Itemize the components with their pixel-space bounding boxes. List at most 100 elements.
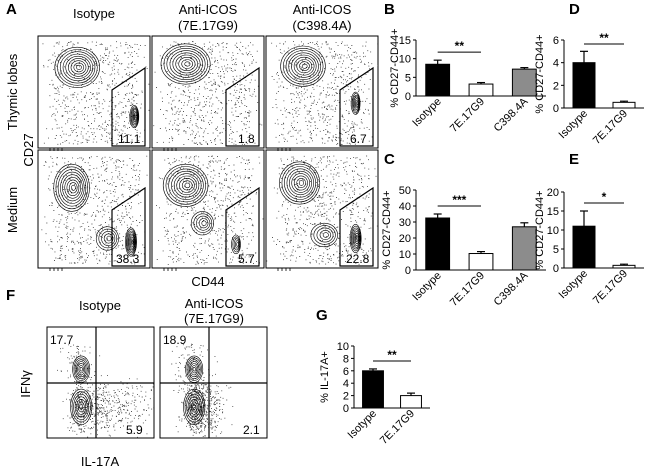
gate-thymic-c3984a [339, 66, 374, 147]
panel-f: F Isotype Anti-ICOS (7E.17G9) IFNγ IL-17… [6, 287, 268, 469]
gate-pct-medium-7e17g9: 5.7 [238, 252, 255, 266]
y-tick-label: 8 [343, 353, 349, 365]
gate-pct-medium-c3984a: 22.8 [346, 252, 370, 266]
y-tick-label: 0 [343, 403, 349, 415]
y-tick-label: 6 [553, 35, 559, 47]
y-axis-label: % CD27-CD44+ [534, 190, 546, 269]
bar-e-1 [612, 264, 636, 269]
y-tick-label: 0 [405, 91, 411, 103]
y-tick-label: 0 [553, 263, 559, 275]
panel-f-xlabel: IL-17A [81, 454, 120, 469]
gate-pct-medium-isotype: 38.3 [116, 252, 140, 266]
y-tick-label: 50 [399, 185, 411, 197]
panel-a-col-sub-3: (C398.4A) [292, 18, 351, 33]
y-tick-label: 15 [547, 206, 559, 218]
bar-chart-c: C 0 10 20 30 40 50 % CD27-CD44+ Isotype 7E.17G9 C3… [381, 151, 546, 309]
y-tick-label: 6 [343, 366, 349, 378]
gate-pct-thymic-7e17g9: 1.8 [238, 132, 255, 146]
y-tick-label: 5 [553, 244, 559, 256]
bar-chart-d: D 0 2 4 6 % CD27-CD44+ Isotype 7E.17G9 ** [534, 1, 644, 147]
y-axis-label: % CD27-CD44+ [389, 28, 401, 107]
y-tick-label: 30 [399, 217, 411, 229]
x-tick-label: 7E.17G9 [448, 270, 487, 309]
x-tick-label: Isotype [410, 96, 444, 130]
panel-label-a: A [6, 1, 17, 18]
x-tick-label: C398.4A [492, 95, 531, 134]
y-axis-label: % IL-17A+ [319, 351, 331, 403]
facs-contours-layer [53, 43, 362, 257]
bar-g-1 [400, 395, 422, 409]
bar-b-2 [511, 68, 537, 97]
panel-f-ylabel: IFNγ [18, 370, 33, 398]
x-tick-label: Isotype [557, 268, 591, 302]
facs-plot-medium-c3984a [265, 149, 379, 269]
panel-a-ylabel: CD27 [21, 133, 36, 166]
x-tick-label: 7E.17G9 [448, 96, 487, 135]
gate-medium-7e17g9 [225, 186, 260, 267]
y-tick-label: 10 [547, 225, 559, 237]
y-tick-label: 15 [399, 35, 411, 47]
bar-e-0 [572, 225, 596, 269]
x-tick-label: 7E.17G9 [591, 108, 630, 147]
x-tick-label: C398.4A [492, 269, 531, 308]
gate-medium-c3984a [339, 186, 374, 267]
panel-label-c: C [384, 151, 395, 168]
significance-label: ** [599, 31, 609, 45]
y-tick-label: 10 [399, 249, 411, 261]
panel-label-f: F [6, 287, 15, 304]
gate-thymic-7e17g9 [225, 66, 260, 147]
y-axis-label: % CD27-CD44+ [534, 34, 546, 113]
significance-label: * [602, 190, 607, 204]
panel-a-row-label-medium: Medium [5, 187, 20, 233]
gate-medium-isotype [111, 186, 146, 267]
quad-pct-7e17g9-il17: 2.1 [243, 423, 260, 437]
y-tick-label: 0 [553, 103, 559, 115]
panel-label-b: B [384, 1, 395, 18]
panel-a-row-label-thymic: Thymic lobes [5, 53, 20, 130]
bar-c-1 [468, 253, 494, 271]
significance-label: ** [387, 348, 397, 362]
panel-a-col-sub-2: (7E.17G9) [178, 18, 238, 33]
bar-c-0 [425, 217, 451, 271]
facs-plot-medium-7e17g9 [151, 149, 265, 269]
x-tick-label: 7E.17G9 [591, 268, 630, 307]
y-tick-label: 10 [337, 341, 349, 353]
panel-f-col-header-1: Isotype [79, 298, 121, 313]
y-tick-label: 5 [405, 72, 411, 84]
y-tick-label: 0 [405, 265, 411, 277]
bar-chart-e: E 0 5 10 15 20% CD27-CD44+ Isotype 7E.17G9 * [534, 151, 644, 307]
facs-contours-layer-f [70, 355, 206, 426]
gate-pct-thymic-isotype: 11.1 [118, 132, 141, 146]
panel-label-d: D [569, 1, 580, 18]
y-tick-label: 20 [547, 187, 559, 199]
quad-pct-isotype-ifng: 17.7 [50, 333, 74, 347]
y-tick-label: 4 [553, 58, 559, 70]
y-tick-label: 2 [553, 80, 559, 92]
x-tick-label: 7E.17G9 [378, 408, 417, 447]
panel-label-e: E [569, 151, 579, 168]
bar-c-2 [511, 226, 537, 271]
significance-label: *** [452, 193, 466, 207]
gate-thymic-isotype [111, 66, 146, 147]
y-tick-label: 20 [399, 233, 411, 245]
bar-g-0 [362, 370, 384, 409]
bar-b-0 [425, 63, 451, 97]
y-tick-label: 4 [343, 378, 349, 390]
bar-d-0 [572, 62, 596, 109]
panel-a-col-header-2: Anti-ICOS [179, 2, 238, 17]
panel-f-col-header-2: Anti-ICOS [185, 296, 244, 311]
panel-a-col-header-3: Anti-ICOS [293, 2, 352, 17]
bar-b-1 [468, 83, 494, 97]
y-axis-label: % CD27-CD44+ [381, 190, 393, 269]
y-tick-label: 2 [343, 391, 349, 403]
panel-f-col-sub-2: (7E.17G9) [184, 311, 244, 326]
x-tick-label: Isotype [346, 408, 380, 442]
y-tick-label: 40 [399, 201, 411, 213]
bar-d-1 [612, 101, 636, 109]
panel-a: A Isotype Anti-ICOS (7E.17G9) Anti-ICOS … [5, 1, 379, 289]
panel-a-xlabel: CD44 [191, 274, 224, 289]
x-tick-label: Isotype [410, 270, 444, 304]
